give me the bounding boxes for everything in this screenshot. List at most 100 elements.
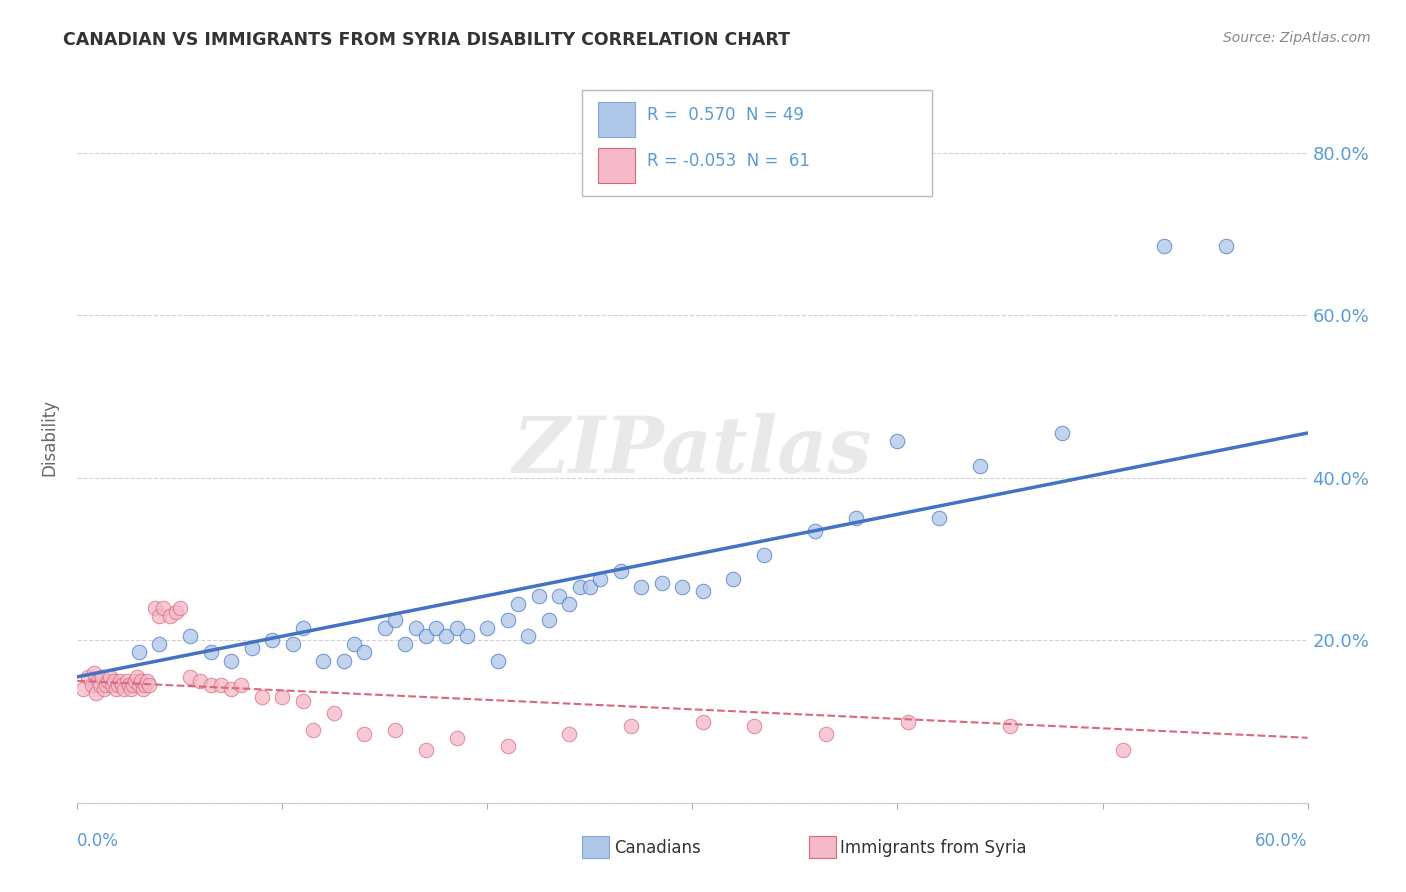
Point <box>804 524 827 538</box>
Point <box>568 581 591 595</box>
Point <box>589 572 612 586</box>
Text: 60.0%: 60.0% <box>1256 832 1308 850</box>
Point <box>405 621 427 635</box>
Point <box>415 629 437 643</box>
Point <box>240 641 263 656</box>
Point <box>132 681 155 696</box>
Point <box>343 637 366 651</box>
Point <box>219 681 242 696</box>
Point <box>271 690 294 705</box>
Point <box>117 678 139 692</box>
Point <box>128 678 150 692</box>
Point <box>200 645 222 659</box>
Point <box>1153 239 1175 253</box>
Point <box>291 621 314 635</box>
Point <box>897 714 920 729</box>
Point <box>312 654 335 668</box>
Point <box>291 694 314 708</box>
Point <box>415 743 437 757</box>
Point <box>111 678 134 692</box>
Point <box>110 673 132 688</box>
FancyBboxPatch shape <box>582 90 932 195</box>
Point <box>886 434 908 449</box>
Point <box>128 645 150 659</box>
Point <box>250 690 273 705</box>
Point <box>1215 239 1237 253</box>
Point <box>262 633 284 648</box>
Point <box>394 637 416 651</box>
Point <box>692 584 714 599</box>
Point <box>125 670 148 684</box>
Point <box>814 727 837 741</box>
Point <box>93 681 115 696</box>
Point <box>969 458 991 473</box>
Point <box>219 654 242 668</box>
Point <box>692 714 714 729</box>
Text: ZIPatlas: ZIPatlas <box>513 414 872 490</box>
Point <box>83 665 105 680</box>
Point <box>456 629 478 643</box>
Point <box>124 673 146 688</box>
Point <box>129 673 152 688</box>
Text: R = -0.053  N =  61: R = -0.053 N = 61 <box>647 152 810 169</box>
FancyBboxPatch shape <box>810 836 837 858</box>
Point <box>179 629 201 643</box>
Point <box>94 678 117 692</box>
Point <box>486 654 509 668</box>
Point <box>107 678 129 692</box>
Point <box>353 645 375 659</box>
Point <box>446 731 468 745</box>
Point <box>97 673 120 688</box>
Point <box>121 678 143 692</box>
Point <box>446 621 468 635</box>
Point <box>651 576 673 591</box>
Point <box>98 670 121 684</box>
Point <box>143 600 166 615</box>
Point <box>845 511 868 525</box>
Point <box>159 608 181 623</box>
Text: R =  0.570  N = 49: R = 0.570 N = 49 <box>647 106 804 124</box>
Point <box>620 718 643 732</box>
Point <box>115 673 138 688</box>
Point <box>558 597 581 611</box>
Point <box>1050 425 1073 440</box>
Point <box>148 637 170 651</box>
Point <box>537 613 560 627</box>
Point <box>152 600 174 615</box>
Point <box>548 589 571 603</box>
Point <box>76 670 98 684</box>
Point <box>527 589 550 603</box>
Point <box>742 718 765 732</box>
Point <box>136 673 159 688</box>
FancyBboxPatch shape <box>582 836 609 858</box>
Point <box>165 605 187 619</box>
Point <box>105 681 128 696</box>
Point <box>84 686 107 700</box>
Point <box>496 613 519 627</box>
Point <box>496 739 519 753</box>
FancyBboxPatch shape <box>598 148 634 183</box>
Point <box>200 678 222 692</box>
Point <box>723 572 745 586</box>
Point <box>209 678 232 692</box>
Point <box>671 581 693 595</box>
Point <box>579 581 602 595</box>
Point <box>281 637 304 651</box>
Point <box>179 670 201 684</box>
Point <box>436 629 458 643</box>
Point <box>333 654 356 668</box>
Text: Source: ZipAtlas.com: Source: ZipAtlas.com <box>1223 31 1371 45</box>
Point <box>90 670 114 684</box>
Point <box>353 727 375 741</box>
Y-axis label: Disability: Disability <box>41 399 59 475</box>
Point <box>302 723 325 737</box>
Text: Canadians: Canadians <box>614 839 700 857</box>
Text: CANADIAN VS IMMIGRANTS FROM SYRIA DISABILITY CORRELATION CHART: CANADIAN VS IMMIGRANTS FROM SYRIA DISABI… <box>63 31 790 49</box>
Point <box>425 621 447 635</box>
Point <box>80 678 103 692</box>
Text: 0.0%: 0.0% <box>77 832 120 850</box>
Point <box>231 678 253 692</box>
Point <box>114 681 136 696</box>
Point <box>508 597 530 611</box>
Point <box>630 581 652 595</box>
